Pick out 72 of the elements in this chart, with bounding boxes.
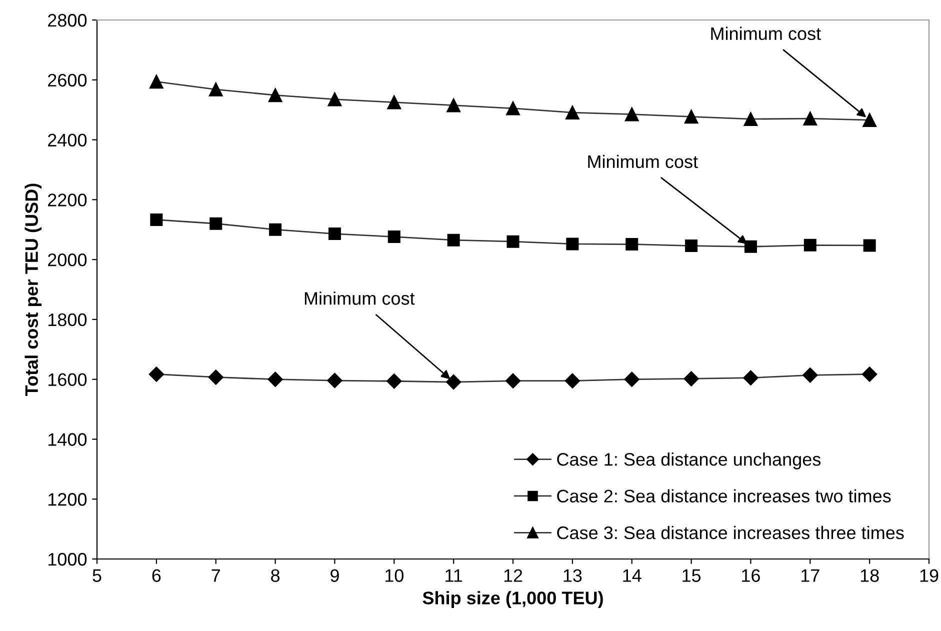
legend-label: Case 2: Sea distance increases two times: [557, 489, 891, 502]
point: [269, 223, 282, 236]
point: [744, 112, 758, 126]
x-tick-label: 15: [682, 569, 701, 582]
point: [328, 228, 341, 240]
point: [624, 107, 639, 122]
point: [208, 370, 224, 385]
point: [388, 230, 400, 244]
point: [802, 368, 818, 383]
y-tick-label: 1600: [48, 373, 87, 386]
x-tick-label: 6: [152, 569, 161, 582]
x-tick-label: 13: [564, 569, 582, 582]
point: [268, 372, 283, 387]
point: [684, 110, 698, 124]
point: [447, 234, 460, 246]
x-tick-label: 10: [385, 569, 404, 582]
x-tick-label: 12: [504, 569, 522, 582]
x-tick-label: 16: [742, 569, 760, 582]
legend-label: Case 3: Sea distance increases three times: [557, 526, 904, 540]
point: [804, 238, 816, 252]
annotation: Minimum cost: [304, 292, 415, 305]
x-tick-label: 14: [623, 569, 642, 582]
point: [148, 366, 164, 382]
y-tick-label: 2200: [48, 194, 87, 206]
point: [566, 238, 579, 250]
point: [446, 98, 461, 112]
y-tick-label: 2600: [48, 74, 87, 87]
point: [210, 217, 222, 230]
x-tick-label: 19: [920, 569, 938, 582]
point: [565, 106, 580, 120]
x-tick-label: 7: [212, 569, 220, 582]
annotation: Minimum cost: [711, 26, 821, 40]
point: [150, 213, 163, 226]
y-tick-label: 2000: [48, 253, 87, 266]
point: [328, 92, 342, 106]
point: [446, 374, 462, 390]
point: [149, 74, 164, 89]
point: [506, 101, 520, 116]
point: [386, 374, 402, 389]
x-tick-label: 9: [330, 569, 339, 582]
x-axis-title: Ship size (1,000 TEU): [422, 591, 603, 608]
x-tick-label: 17: [801, 569, 820, 582]
point: [327, 372, 342, 388]
y-tick-label: 1200: [48, 493, 87, 506]
point: [685, 240, 698, 252]
x-tick-label: 18: [860, 569, 879, 582]
y-tick-label: 2400: [48, 134, 87, 146]
y-tick-label: 1000: [48, 552, 87, 566]
point: [684, 371, 699, 386]
x-tick-label: 11: [446, 569, 462, 582]
point: [803, 112, 818, 126]
point: [564, 373, 580, 388]
y-tick-label: 1400: [48, 433, 87, 446]
y-tick-label: 1800: [48, 313, 87, 326]
point: [506, 235, 520, 248]
y-tick-label: 2800: [48, 14, 87, 27]
x-tick-label: 8: [271, 569, 280, 582]
point: [626, 238, 638, 251]
point: [862, 366, 878, 382]
annotation: Minimum cost: [588, 154, 698, 168]
y-axis-title: Total cost per TEU (USD): [24, 184, 42, 396]
point: [744, 240, 757, 253]
x-tick-label: 5: [92, 569, 102, 582]
point: [387, 95, 402, 110]
point: [743, 370, 758, 386]
point: [505, 373, 521, 388]
point: [208, 82, 223, 96]
legend-label: Case 1: Sea distance unchanges: [557, 452, 821, 470]
point: [268, 88, 282, 102]
point: [862, 113, 877, 127]
point: [624, 372, 640, 387]
point: [863, 239, 876, 252]
